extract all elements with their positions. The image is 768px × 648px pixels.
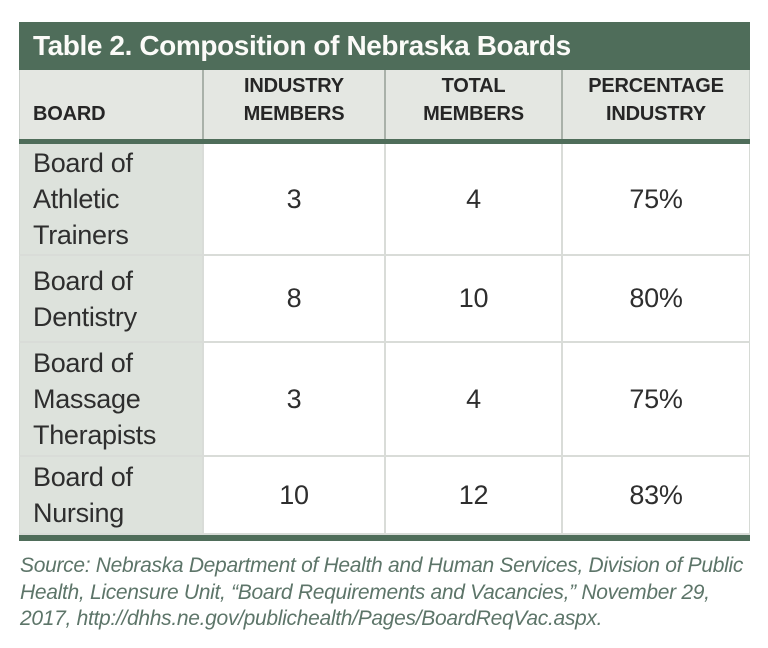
cell-industry-members: 3 [202,144,384,254]
cell-percentage-industry: 80% [561,256,749,341]
cell-board-name: Board of Massage Therapists [20,343,202,455]
cell-percentage-industry: 75% [561,343,749,455]
cell-industry-members: 8 [202,256,384,341]
table-row: Board of Massage Therapists 3 4 75% [19,343,750,457]
cell-industry-members: 10 [202,457,384,533]
source-citation: Source: Nebraska Department of Health an… [20,554,744,630]
header-separator-rule [19,139,750,144]
column-header-industry-members: INDUSTRY MEMBERS [202,70,384,139]
column-header-percentage-industry: PERCENTAGE INDUSTRY [561,70,749,139]
table-row: Board of Dentistry 8 10 80% [19,256,750,343]
cell-board-name: Board of Nursing [20,457,202,533]
cell-total-members: 12 [384,457,561,533]
table-title-bar: Table 2. Composition of Nebraska Boards [19,22,750,70]
cell-total-members: 10 [384,256,561,341]
cell-percentage-industry: 83% [561,457,749,533]
column-header-board: BOARD [33,103,106,125]
column-header-total-members: TOTAL MEMBERS [384,70,561,139]
table-row: Board of Nursing 10 12 83% [19,457,750,535]
nebraska-boards-table: Table 2. Composition of Nebraska Boards … [19,22,750,541]
cell-board-name: Board of Athletic Trainers [20,144,202,254]
cell-industry-members: 3 [202,343,384,455]
table-title: Table 2. Composition of Nebraska Boards [33,30,571,61]
table-row: Board of Athletic Trainers 3 4 75% [19,144,750,256]
cell-percentage-industry: 75% [561,144,749,254]
cell-total-members: 4 [384,144,561,254]
table-header-row: BOARD INDUSTRY MEMBERS TOTAL MEMBERS PER… [19,70,750,139]
cell-board-name: Board of Dentistry [20,256,202,341]
table-bottom-border [19,535,750,541]
cell-total-members: 4 [384,343,561,455]
